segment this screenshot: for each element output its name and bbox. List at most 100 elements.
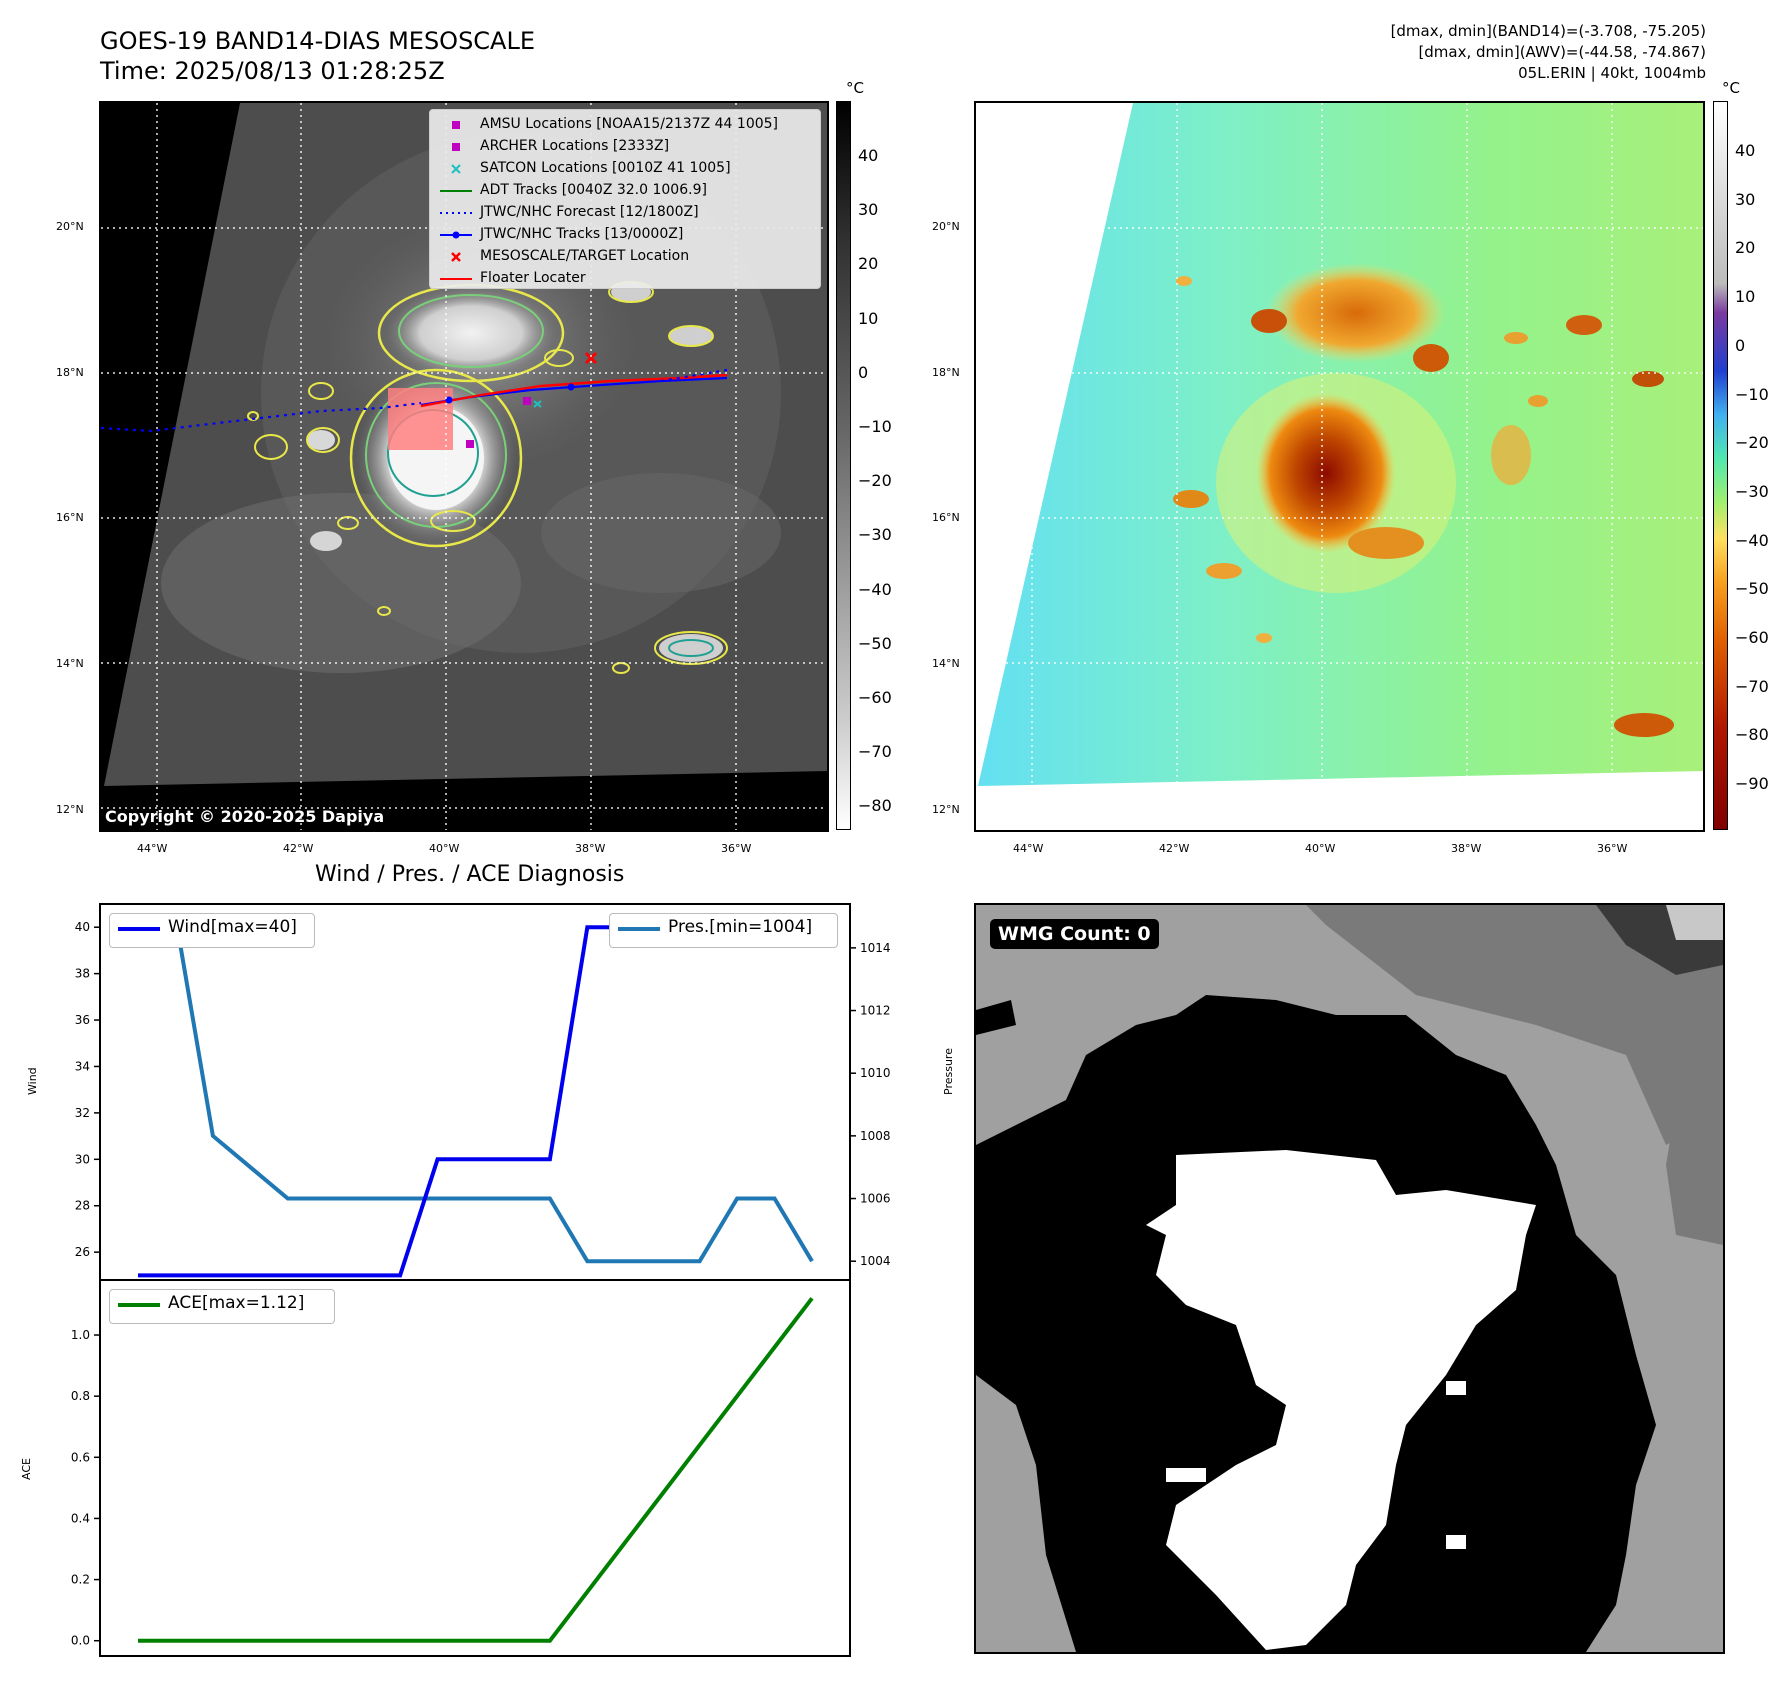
- ace-tick-label: 0.4: [71, 1511, 90, 1525]
- lon-label: 36°W: [721, 842, 752, 855]
- solid-line-icon: [438, 268, 474, 290]
- ir-colorbar-tick-label: −60: [858, 688, 892, 707]
- ace-tick-label: 0.2: [71, 1573, 90, 1587]
- lat-label: 16°N: [56, 511, 84, 524]
- wind-tick-label: 32: [75, 1106, 90, 1120]
- info-storm: 05L.ERIN | 40kt, 1004mb: [1518, 64, 1706, 82]
- wind-legend-line: [118, 927, 160, 931]
- wmg-panel: WMG Count: 0: [974, 903, 1725, 1654]
- wind-tick-label: 38: [75, 967, 90, 981]
- ace-tick-label: 1.0: [71, 1328, 90, 1342]
- lon-label: 36°W: [1597, 842, 1628, 855]
- lon-label: 38°W: [1451, 842, 1482, 855]
- x-marker-icon: [438, 158, 474, 180]
- lat-label: 12°N: [932, 803, 960, 816]
- lon-label: 44°W: [137, 842, 168, 855]
- wind-series-line: [138, 925, 812, 1278]
- lat-label: 20°N: [932, 220, 960, 233]
- awv-colorbar-tick-label: 20: [1735, 238, 1756, 258]
- square-marker-icon: [438, 114, 474, 136]
- lat-label: 20°N: [56, 220, 84, 233]
- solid-line-icon: [438, 180, 474, 202]
- ir-colorbar-tick-label: −50: [858, 633, 892, 653]
- pressure-tick-label: 1010: [860, 1066, 891, 1080]
- ace-axes-frame: [99, 1279, 851, 1657]
- lat-label: 14°N: [56, 657, 84, 670]
- lat-label: 12°N: [56, 803, 84, 816]
- awv-colorbar-tick-label: 10: [1735, 287, 1756, 307]
- ace-legend-line: [118, 1303, 160, 1307]
- lat-label: 18°N: [56, 366, 84, 379]
- dotted-line-icon: [438, 202, 474, 224]
- ir-map-panel: AMSU Locations [NOAA15/2137Z 44 1005] AR…: [99, 101, 829, 832]
- wmg-count-badge: WMG Count: 0: [990, 919, 1159, 949]
- colorbar-unit: °C: [846, 79, 864, 97]
- awv-colorbar-tick-label: −60: [1735, 628, 1769, 647]
- lon-label: 40°W: [429, 842, 460, 855]
- ir-colorbar-tick-label: −30: [858, 525, 892, 545]
- awv-colorbar-tick-label: −90: [1735, 774, 1769, 794]
- awv-colorbar-tick-label: 0: [1735, 335, 1746, 355]
- awv-colorbar-tick-label: −70: [1735, 676, 1769, 696]
- wmg-image: [976, 905, 1723, 1652]
- awv-colorbar-tick-label: −30: [1735, 481, 1769, 501]
- ir-colorbar-tick-label: −70: [858, 742, 892, 762]
- wind-axis-label: Wind: [26, 1067, 39, 1095]
- awv-satellite-image: [976, 103, 1703, 830]
- pressure-tick-label: 1004: [860, 1254, 891, 1268]
- wind-tick-label: 40: [75, 920, 90, 934]
- info-band14-range: [dmax, dmin](BAND14)=(-3.708, -75.205): [1390, 22, 1706, 40]
- copyright-notice: Copyright © 2020-2025 Dapiya: [105, 807, 385, 826]
- awv-colorbar-tick-label: −10: [1735, 384, 1769, 404]
- awv-colorbar-tick-label: 40: [1735, 141, 1756, 160]
- pressure-tick-label: 1006: [860, 1192, 891, 1206]
- ir-colorbar-tick-label: −40: [858, 579, 892, 599]
- pres-legend-line: [618, 927, 660, 931]
- lon-label: 42°W: [283, 842, 314, 855]
- plot-title: GOES-19 BAND14-DIAS MESOSCALE: [100, 27, 536, 55]
- plot-time: Time: 2025/08/13 01:28:25Z: [100, 57, 445, 85]
- lat-label: 18°N: [932, 366, 960, 379]
- pressure-tick-label: 1014: [860, 941, 891, 955]
- awv-map-panel: [974, 101, 1705, 832]
- wind-tick-label: 36: [75, 1013, 90, 1027]
- line-dot-icon: [438, 224, 474, 246]
- lat-label: 14°N: [932, 657, 960, 670]
- lon-label: 42°W: [1159, 842, 1190, 855]
- ir-colorbar-tick-label: −10: [858, 417, 892, 436]
- wind-legend: Wind[max=40]: [109, 913, 315, 948]
- awv-colorbar: [1713, 101, 1728, 830]
- pres-legend: Pres.[min=1004]: [609, 913, 838, 948]
- wind-tick-label: 28: [75, 1199, 90, 1213]
- pressure-tick-label: 1008: [860, 1129, 891, 1143]
- ir-colorbar-tick-label: 20: [858, 254, 879, 274]
- lon-label: 44°W: [1013, 842, 1044, 855]
- ace-series-line: [138, 1297, 814, 1643]
- ir-colorbar: [836, 101, 851, 830]
- ir-colorbar-tick-label: −20: [858, 471, 892, 491]
- wind-tick-label: 34: [75, 1059, 90, 1073]
- awv-colorbar-tick-label: 30: [1735, 189, 1756, 209]
- colorbar-unit: °C: [1722, 79, 1740, 97]
- ace-tick-label: 0.0: [71, 1634, 90, 1648]
- ir-colorbar-tick-label: −80: [858, 796, 892, 816]
- awv-colorbar-tick-label: −50: [1735, 579, 1769, 599]
- ir-colorbar-tick-label: 10: [858, 308, 879, 328]
- ace-tick-label: 0.6: [71, 1450, 90, 1464]
- ace-axis-label: ACE: [20, 1458, 33, 1480]
- pressure-tick-label: 1012: [860, 1004, 891, 1018]
- lat-label: 16°N: [932, 511, 960, 524]
- diagnosis-chart: 26 28 30 32 34 36 38 40 1004 1006 1008 1010 1012 101…: [71, 903, 891, 1657]
- awv-colorbar-tick-label: −20: [1735, 433, 1769, 453]
- ace-legend: ACE[max=1.12]: [109, 1289, 335, 1324]
- lon-label: 40°W: [1305, 842, 1336, 855]
- square-marker-icon: [438, 136, 474, 158]
- ace-tick-label: 0.8: [71, 1389, 90, 1403]
- wind-tick-label: 30: [75, 1152, 90, 1166]
- lon-label: 38°W: [575, 842, 606, 855]
- pressure-series-line: [138, 914, 814, 1264]
- wind-pres-axes-frame: [99, 903, 851, 1281]
- awv-colorbar-tick-label: −40: [1735, 530, 1769, 550]
- ir-colorbar-tick-label: 40: [858, 146, 879, 165]
- info-awv-range: [dmax, dmin](AWV)=(-44.58, -74.867): [1418, 43, 1706, 61]
